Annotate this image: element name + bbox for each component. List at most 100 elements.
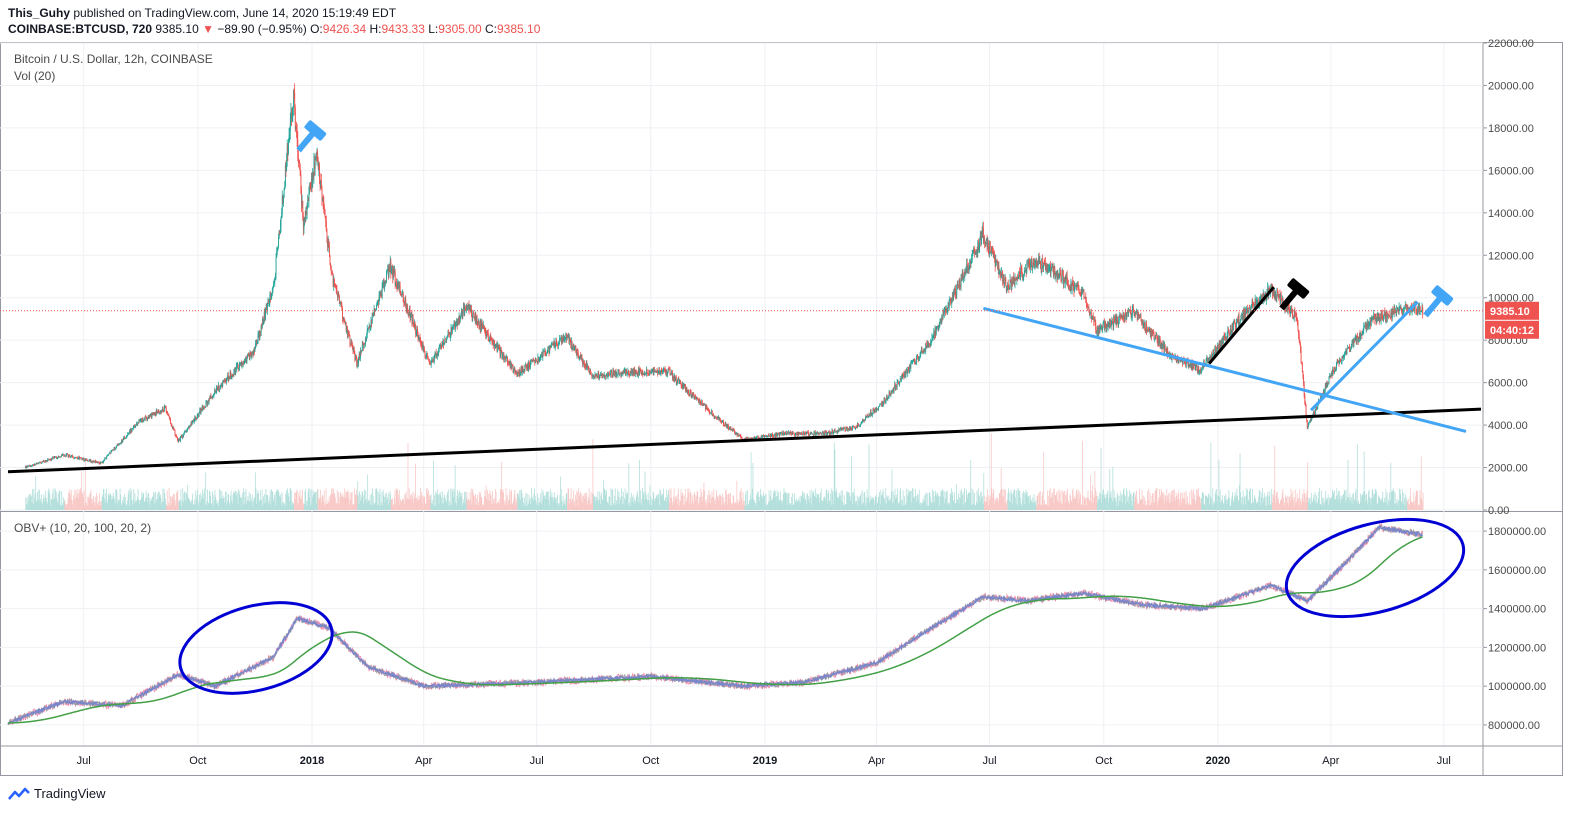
volume-bar [431, 500, 433, 510]
volume-bar [828, 490, 830, 510]
volume-bar [866, 489, 868, 510]
volume-bar [104, 498, 105, 510]
candle-body [177, 439, 179, 442]
volume-bar [95, 505, 97, 510]
candle-body [557, 342, 559, 346]
candle-body [284, 186, 286, 189]
volume-bar [162, 488, 164, 510]
volume-bar [878, 497, 880, 510]
volume-bar [773, 492, 774, 510]
volume-bar [628, 463, 630, 510]
volume-bar [349, 504, 351, 510]
volume-bar [126, 504, 128, 510]
volume-bar [871, 499, 873, 510]
candle-body [396, 282, 397, 286]
volume-bar [609, 505, 611, 510]
volume-bar [937, 492, 939, 510]
candle-body [29, 465, 31, 467]
volume-bar [1069, 504, 1070, 510]
volume-bar [303, 503, 305, 510]
candle-body [477, 321, 479, 325]
candle-body [705, 406, 707, 410]
volume-bar [1228, 489, 1230, 510]
volume-bar [89, 492, 91, 510]
candle-body [479, 326, 481, 329]
volume-bar [519, 499, 521, 510]
volume-bar [1107, 490, 1109, 510]
candle-body [212, 395, 214, 398]
volume-bar [459, 490, 460, 510]
volume-bar [415, 463, 416, 510]
candle-body [26, 466, 28, 468]
candle-body [722, 421, 724, 423]
candle-body [175, 435, 177, 437]
volume-bar [184, 491, 186, 510]
volume-bar [209, 490, 210, 510]
author-name[interactable]: This_Guhy [8, 6, 71, 20]
candle-body [371, 319, 373, 324]
candle-body [33, 465, 35, 466]
volume-bar [708, 490, 710, 510]
volume-bar [1032, 497, 1034, 510]
volume-bar [1360, 493, 1361, 510]
volume-bar [1373, 493, 1375, 510]
volume-bar [1160, 495, 1162, 510]
volume-bar [1122, 489, 1124, 510]
volume-bar [1337, 499, 1339, 510]
candle-body [306, 211, 307, 215]
candle-body [386, 272, 387, 283]
volume-bar [348, 492, 350, 510]
volume-bar [568, 488, 570, 510]
candle-body [129, 430, 131, 433]
price-tick-label: 18000.00 [1488, 123, 1534, 135]
volume-bar [912, 488, 913, 510]
volume-bar [1039, 493, 1041, 510]
volume-bar [1109, 493, 1111, 510]
candle-body [142, 420, 144, 422]
candle-body [779, 433, 781, 436]
volume-bar [58, 490, 60, 510]
candle-body [301, 200, 303, 206]
volume-bar [266, 494, 267, 510]
low-label: L: [428, 22, 439, 36]
open-label: O: [310, 22, 323, 36]
volume-bar [333, 488, 334, 510]
candle-body [621, 372, 623, 376]
volume-bar [1383, 502, 1385, 510]
volume-bar [817, 494, 818, 510]
volume-bar [378, 504, 380, 510]
candle-body [583, 362, 585, 364]
volume-bar [629, 502, 630, 510]
volume-bar [809, 502, 810, 510]
volume-bar [677, 503, 679, 510]
candle-body [76, 457, 78, 459]
change-arrow-icon: ▼ [202, 22, 214, 36]
volume-bar [158, 491, 160, 510]
candle-body [665, 369, 667, 374]
volume-bar [220, 490, 222, 510]
volume-bar [67, 498, 69, 510]
volume-bar [575, 499, 577, 510]
candle-body [36, 463, 38, 464]
volume-bar [101, 501, 102, 510]
candle-body [194, 416, 196, 420]
volume-bar [1021, 505, 1023, 510]
volume-bar [1389, 500, 1391, 510]
volume-bar [1207, 497, 1209, 510]
volume-bar [186, 495, 188, 510]
candle-body [505, 357, 507, 360]
candle-body [209, 395, 211, 399]
volume-bar [1112, 466, 1114, 510]
volume-bar [510, 491, 512, 510]
volume-bar [277, 489, 279, 510]
candle-body [798, 432, 800, 435]
volume-bar [607, 501, 609, 510]
candle-body [307, 200, 309, 208]
candle-body [587, 365, 589, 368]
volume-bar [1358, 500, 1359, 510]
volume-bar [197, 489, 199, 510]
candle-body [526, 364, 528, 368]
volume-bar [1381, 498, 1382, 510]
volume-bar [432, 503, 434, 510]
